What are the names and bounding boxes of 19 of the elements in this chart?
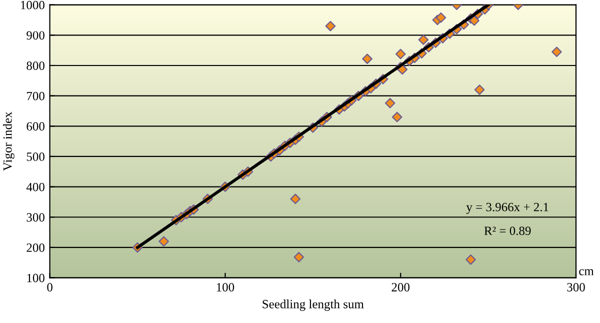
x-axis-title: Seedling length sum xyxy=(262,300,364,311)
y-tick-label: 200 xyxy=(26,243,44,252)
y-tick-label: 800 xyxy=(26,62,44,70)
y-tick-label: 600 xyxy=(26,122,44,131)
annotation: R² = 0.89 xyxy=(484,226,531,236)
y-tick-label: 300 xyxy=(26,213,44,222)
x-tick-label: 200 xyxy=(392,283,410,292)
annotation: y = 3.966x + 2.1 xyxy=(466,202,548,214)
y-axis-title: Vigor index xyxy=(3,112,14,171)
y-tick-label: 400 xyxy=(26,182,44,192)
x-tick-label: 100 xyxy=(216,283,234,292)
y-tick-label: 100 xyxy=(27,274,44,282)
y-tick-label: 900 xyxy=(26,31,44,40)
text: cm xyxy=(579,269,594,276)
y-tick-label: 700 xyxy=(27,92,44,100)
y-tick-label: 1000 xyxy=(21,0,44,10)
x-tick-label: 300 xyxy=(567,283,585,292)
x-tick-label: 0 xyxy=(47,283,52,292)
y-tick-label: 500 xyxy=(26,152,44,161)
